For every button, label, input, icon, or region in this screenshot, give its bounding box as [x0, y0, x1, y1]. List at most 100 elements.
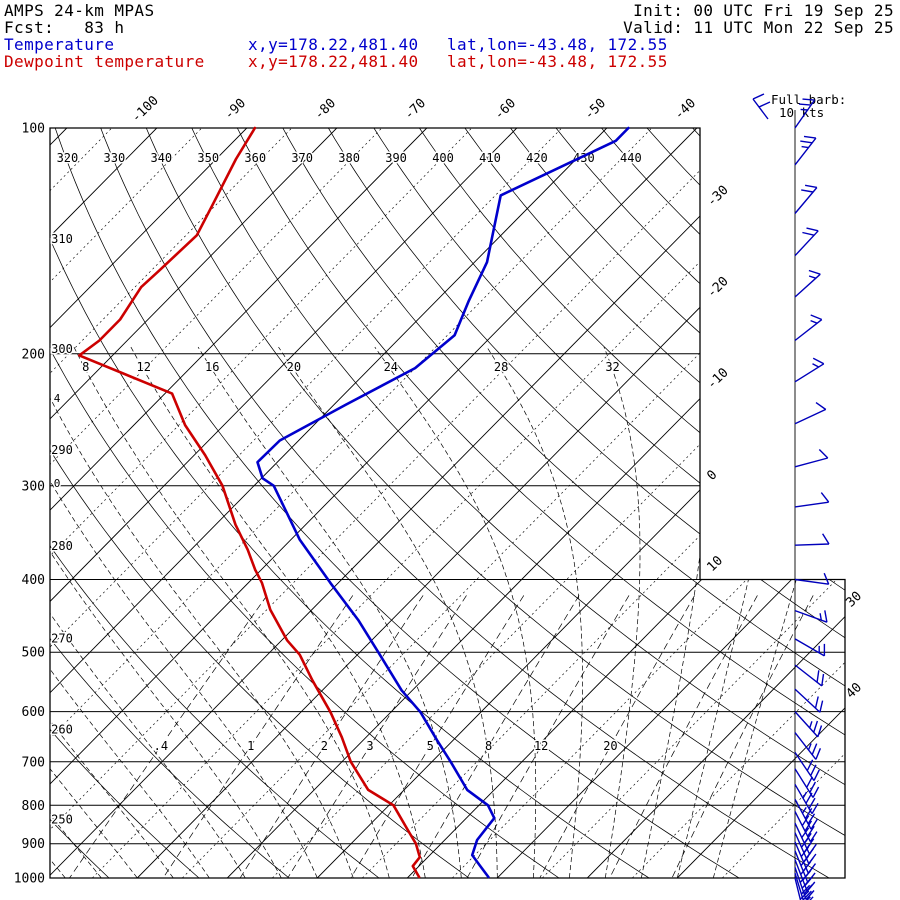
- dry-adiabat-label-top: 370: [291, 151, 313, 165]
- wind-barb: [794, 872, 814, 900]
- isotherm-label-right: 10: [704, 553, 726, 575]
- chart-border: [49, 127, 846, 879]
- dry-adiabat-label-top: 400: [432, 151, 454, 165]
- legend-dewpoint-xy: x,y=178.22,481.40: [248, 52, 419, 71]
- isotherm-label-top: -40: [672, 96, 699, 123]
- pressure-tick-label: 100: [22, 122, 45, 137]
- isotherm-label-right: -10: [704, 365, 731, 392]
- mixing-ratio-label: 20: [603, 739, 617, 753]
- wind-barb: [794, 688, 824, 713]
- wind-barb: [794, 664, 825, 687]
- isotherm-label-right: -30: [704, 183, 731, 210]
- moist-adiabat-label: 20: [287, 360, 301, 374]
- dry-adiabat-label-left: 260: [51, 723, 73, 737]
- dry-adiabat-label-top: 350: [197, 151, 219, 165]
- pressure-tick-label: 300: [22, 479, 45, 494]
- dry-adiabat-label-top: 410: [479, 151, 501, 165]
- dry-adiabat-label-top: 340: [150, 151, 172, 165]
- mixing-ratio-label: 1: [247, 739, 254, 753]
- isotherm-label-top: -90: [222, 96, 249, 123]
- wind-barb: [794, 877, 811, 900]
- temperature-curve: [256, 126, 630, 879]
- moist-adiabat-label: 12: [137, 360, 151, 374]
- moist-adiabat-label: 32: [605, 360, 619, 374]
- isotherm-label-right: 0: [704, 468, 720, 484]
- dry-adiabat-label-top: 380: [338, 151, 360, 165]
- wind-barb: [794, 638, 826, 657]
- isotherm-label-top: -70: [402, 96, 429, 123]
- valid-time: Valid: 11 UTC Mon 22 Sep 25: [623, 18, 894, 37]
- dry-adiabat-label-top: 330: [104, 151, 126, 165]
- wind-legend-barb-icon: [752, 93, 771, 120]
- model-title: AMPS 24-km MPAS: [4, 1, 155, 20]
- dewpoint-curve: [78, 126, 422, 879]
- dry-adiabat-label-left: 310: [51, 232, 73, 246]
- moist-adiabat-label: 8: [82, 360, 89, 374]
- isotherm-label-lower-right: 40: [843, 680, 865, 702]
- moist-adiabat-label: 28: [494, 360, 508, 374]
- init-time: Init: 00 UTC Fri 19 Sep 25: [633, 1, 894, 20]
- wind-barb: [794, 184, 818, 214]
- moist-adiabat-label: 24: [384, 360, 398, 374]
- wind-barb: [794, 783, 819, 815]
- pressure-tick-label: 900: [22, 837, 45, 852]
- wind-legend-line2: 10 kts: [779, 105, 824, 120]
- pressure-tick-label: 700: [22, 755, 45, 770]
- wind-barb: [794, 732, 822, 760]
- wind-barb: [794, 867, 815, 900]
- wind-barb: [794, 449, 829, 468]
- mixing-ratio-label: 12: [534, 739, 548, 753]
- wind-barbs: [794, 98, 830, 900]
- dry-adiabat-label-top: 390: [385, 151, 407, 165]
- moist-adiabat-label: 16: [205, 360, 219, 374]
- mixing-ratio-label: 8: [485, 739, 492, 753]
- pressure-tick-label: 500: [22, 646, 45, 661]
- wind-barb: [794, 357, 825, 383]
- dry-adiabat-label-left: 300: [51, 342, 73, 356]
- wind-barb: [794, 402, 827, 425]
- pressure-tick-label: 200: [22, 347, 45, 362]
- wind-barb: [794, 811, 818, 843]
- dry-adiabat-label-left: 270: [51, 632, 73, 646]
- wind-barb: [794, 227, 819, 257]
- wind-barb: [794, 533, 830, 546]
- forecast-hour: Fcst: 83 h: [4, 18, 125, 37]
- dry-adiabat-label-top: 360: [244, 151, 266, 165]
- wind-barb: [794, 798, 818, 830]
- pressure-tick-label: 600: [22, 705, 45, 720]
- wind-barb: [794, 609, 828, 623]
- background-grid: [50, 128, 845, 878]
- pressure-tick-label: 400: [22, 573, 45, 588]
- mixing-ratio-label: .4: [154, 739, 168, 753]
- mixing-ratio-label: 5: [427, 739, 434, 753]
- isotherm-label-top: -80: [312, 96, 339, 123]
- wind-barb: [794, 572, 830, 585]
- dry-adiabat-label-left: 280: [51, 539, 73, 553]
- legend-dewpoint-latlon: lat,lon=-43.48, 172.55: [447, 52, 668, 71]
- wind-barb: [794, 314, 823, 342]
- isotherm-label-top: -60: [492, 96, 519, 123]
- wind-barb: [794, 711, 823, 738]
- isotherm-label-top: -100: [129, 93, 162, 126]
- legend-temperature-xy: x,y=178.22,481.40: [248, 35, 419, 54]
- moist-adiabat-label-left: 0: [54, 477, 61, 490]
- legend-temperature-latlon: lat,lon=-43.48, 172.55: [447, 35, 668, 54]
- wind-barb: [794, 269, 821, 298]
- dry-adiabat-label-top: 320: [57, 151, 79, 165]
- wind-barb: [794, 135, 817, 166]
- dry-adiabat-label-top: 440: [620, 151, 642, 165]
- legend-temperature-label: Temperature: [4, 35, 115, 54]
- isotherm-label-top: -50: [582, 96, 609, 123]
- isotherm-label-lower-right: 30: [843, 589, 865, 611]
- dry-adiabat-label-left: 290: [51, 443, 73, 457]
- mixing-ratio-label: 3: [366, 739, 373, 753]
- isotherm-label-right: -20: [704, 274, 731, 301]
- pressure-tick-label: 800: [22, 799, 45, 814]
- wind-barb: [794, 98, 816, 129]
- mixing-ratio-label: 2: [321, 739, 328, 753]
- wind-barb: [794, 752, 820, 781]
- wind-barb: [794, 492, 830, 508]
